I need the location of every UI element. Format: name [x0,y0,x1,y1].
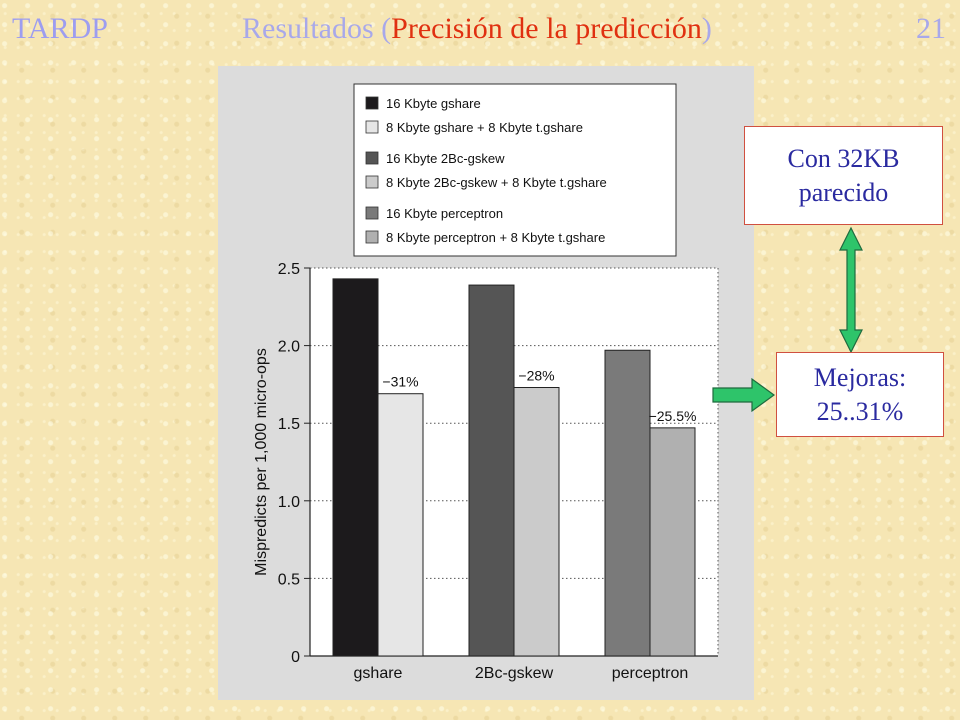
bar-chart: 16 Kbyte gshare 8 Kbyte gshare + 8 Kbyte … [253,83,719,682]
note-improvements-line1: Mejoras: [813,363,907,392]
slide-title-highlight: Precisión de la predicción [391,12,702,45]
bar-baseline [604,349,651,657]
title-bar: TARDP Resultados (Precisión de la predic… [0,0,960,64]
slide-title-suffix: ) [701,12,712,45]
y-tick-label: 0 [291,649,300,666]
legend-swatch [365,206,379,220]
legend-label: 16 Kbyte perceptron [386,206,503,221]
note-similar-line2: parecido [798,178,889,207]
legend-swatch [365,96,379,110]
note-improvements: Mejoras: 25..31% [776,352,944,437]
legend-label: 16 Kbyte gshare [386,96,481,111]
legend-swatch [365,120,379,134]
y-tick-label: 1.5 [278,416,300,433]
y-axis-label: Mispredicts per 1,000 micro-ops [253,348,270,576]
y-tick-label: 2.0 [278,339,300,356]
bar-annotation: −25.5% [649,408,697,424]
legend-box [353,83,677,257]
bar-annotation: −28% [518,368,554,384]
page-number: 21 [916,12,946,45]
bar-baseline [468,284,515,657]
y-tick-label: 0.5 [278,571,300,588]
legend-label: 8 Kbyte perceptron + 8 Kbyte t.gshare [386,230,605,245]
legend-swatch [365,151,379,165]
bar-baseline [332,278,379,657]
legend-swatch [365,175,379,189]
bar-combined [649,427,696,657]
note-similar-line1: Con 32KB [787,144,900,173]
slide-title: Resultados (Precisión de la predicción) [242,12,712,46]
x-tick-label: perceptron [612,665,689,682]
note-improvements-line2: 25..31% [816,397,904,426]
bar-combined [377,393,424,657]
y-tick-label: 2.5 [278,261,300,278]
legend-swatch [365,230,379,244]
slide-title-prefix: Resultados ( [242,12,392,45]
course-label: TARDP [12,12,108,45]
right-arrow-icon [712,377,776,413]
legend-label: 8 Kbyte 2Bc-gskew + 8 Kbyte t.gshare [386,175,607,190]
note-similar: Con 32KB parecido [744,126,943,225]
bar-annotation: −31% [382,374,418,390]
bar-combined [513,387,560,657]
legend-label: 8 Kbyte gshare + 8 Kbyte t.gshare [386,120,583,135]
chart-figure: 16 Kbyte gshare 8 Kbyte gshare + 8 Kbyte … [218,66,754,700]
x-tick-label: 2Bc-gskew [475,665,554,682]
y-tick-label: 1.0 [278,494,300,511]
x-tick-label: gshare [354,665,403,682]
double-arrow-icon [839,226,863,354]
legend-label: 16 Kbyte 2Bc-gskew [386,151,505,166]
